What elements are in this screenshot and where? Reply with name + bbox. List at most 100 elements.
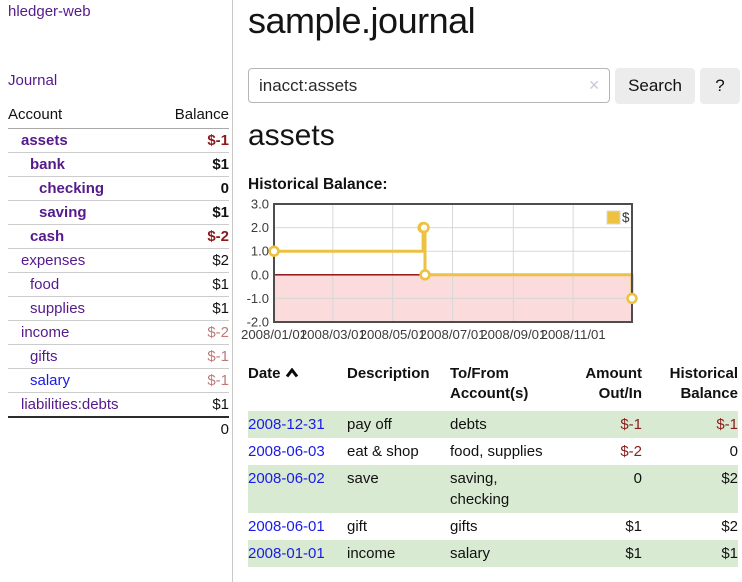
description-cell: eat & shop (347, 443, 419, 460)
svg-text:2.0: 2.0 (251, 220, 269, 235)
account-balance: $-1 (207, 132, 229, 149)
account-row: income $-2 (8, 320, 229, 345)
account-balance: $-1 (158, 368, 229, 393)
col-description: Description (347, 365, 430, 382)
register-table: Date Description To/From Account(s) Amou… (248, 364, 738, 567)
svg-text:2008/09/01: 2008/09/01 (480, 327, 546, 342)
date-link[interactable]: 2008-06-02 (248, 470, 325, 487)
account-row: assets $-1 (8, 129, 229, 153)
clear-search-icon[interactable]: ✕ (588, 77, 600, 93)
amount-cell: $-1 (620, 416, 642, 433)
description-cell: gift (347, 518, 368, 535)
search-box: ✕ (248, 68, 610, 103)
balance-cell: $2 (721, 470, 738, 487)
balance-cell: $2 (721, 518, 738, 535)
account-row: salary $-1 (8, 368, 229, 393)
account-balance: $-1 (158, 344, 229, 369)
svg-text:2008/01/01: 2008/01/01 (241, 327, 307, 342)
account-balance: $2 (158, 248, 229, 273)
svg-text:3.0: 3.0 (251, 198, 269, 212)
date-link[interactable]: 2008-12-31 (248, 416, 325, 433)
app-title-link[interactable]: hledger-web (8, 3, 91, 20)
account-balance: $-2 (158, 224, 229, 249)
account-heading: assets (248, 119, 335, 152)
account-link[interactable]: cash (30, 228, 65, 245)
search-button[interactable]: Search (615, 68, 695, 104)
amount-cell: $1 (625, 518, 642, 535)
accounts-cell: gifts (450, 518, 478, 535)
description-cell: pay off (347, 416, 392, 433)
account-link[interactable]: checking (39, 180, 105, 197)
date-link[interactable]: 2008-01-01 (248, 545, 325, 562)
account-row: supplies $1 (8, 296, 229, 321)
svg-text:1.0: 1.0 (251, 244, 269, 259)
svg-text:2008/11/01: 2008/11/01 (541, 327, 606, 342)
help-button[interactable]: ? (700, 68, 740, 104)
account-row: liabilities:debts $1 (8, 392, 229, 417)
svg-text:0.0: 0.0 (251, 267, 269, 282)
col-balance: Historical Balance (669, 365, 738, 402)
register-row: 2008-06-01 gift gifts $1 $2 (248, 513, 738, 540)
register-row: 2008-01-01 income salary $1 $1 (248, 540, 738, 567)
register-row: 2008-06-03 eat & shop food, supplies $-2… (248, 438, 738, 465)
account-balance: $1 (158, 272, 229, 297)
description-cell: save (347, 470, 379, 487)
register-row: 2008-06-02 save saving, checking 0 $2 (248, 465, 738, 513)
accounts-total-row: 0 (8, 416, 229, 441)
amount-cell: $1 (625, 545, 642, 562)
account-row: checking 0 (8, 176, 229, 201)
accounts-cell: debts (450, 416, 487, 433)
main-panel: sample.journal ✕ Search ? assets Histori… (241, 0, 742, 582)
accounts-header-row: Account Balance (8, 104, 229, 129)
amount-cell: $-2 (620, 443, 642, 460)
accounts-total-value: 0 (158, 416, 229, 441)
svg-text:-1.0: -1.0 (247, 291, 269, 306)
account-link[interactable]: income (21, 324, 70, 341)
accounts-cell: food, supplies (450, 443, 543, 460)
balance-cell: $1 (721, 545, 738, 562)
account-link[interactable]: supplies (30, 300, 86, 317)
account-link[interactable]: assets (21, 132, 68, 149)
account-link[interactable]: saving (39, 204, 87, 221)
account-balance: 0 (158, 176, 229, 201)
sidebar-item-journal[interactable]: Journal (8, 72, 58, 89)
account-balance: $1 (158, 392, 229, 417)
svg-text:2008/07/01: 2008/07/01 (420, 327, 486, 342)
svg-text:$: $ (622, 210, 630, 225)
search-input[interactable] (248, 68, 610, 103)
account-row: bank $1 (8, 152, 229, 177)
account-row: gifts $-1 (8, 344, 229, 369)
sort-asc-icon (285, 368, 298, 378)
amount-cell: 0 (633, 470, 642, 487)
account-link[interactable]: food (30, 276, 60, 293)
chart-title: Historical Balance: (248, 176, 388, 193)
col-accounts: To/From Account(s) (450, 365, 529, 402)
account-link[interactable]: expenses (21, 252, 86, 269)
svg-text:2008/03/01: 2008/03/01 (300, 327, 366, 342)
historical-balance-chart: $3.0 2.0 1.0 0.0 -1.0 -2.02008/01/012008/03/0… (241, 198, 638, 342)
account-row: expenses $2 (8, 248, 229, 273)
account-link[interactable]: bank (30, 156, 66, 173)
account-link[interactable]: salary (30, 372, 71, 389)
page-title: sample.journal (248, 0, 476, 41)
account-link[interactable]: gifts (30, 348, 58, 365)
accounts-cell: saving, checking (450, 470, 510, 508)
register-header-row: Date Description To/From Account(s) Amou… (248, 364, 738, 411)
date-link[interactable]: 2008-06-03 (248, 443, 325, 460)
sidebar: hledger-web Journal Account Balance asse… (0, 0, 233, 582)
balance-cell: 0 (729, 443, 738, 460)
accounts-col-account: Account (8, 104, 158, 129)
account-balance: $1 (158, 152, 229, 177)
account-row: saving $1 (8, 200, 229, 225)
svg-text:-2.0: -2.0 (247, 315, 269, 330)
col-date[interactable]: Date (248, 364, 347, 411)
account-link[interactable]: liabilities:debts (21, 396, 119, 413)
accounts-table: Account Balance assets $-1 bank $1 check… (8, 104, 229, 441)
date-link[interactable]: 2008-06-01 (248, 518, 325, 535)
account-balance: $-2 (158, 320, 229, 345)
account-row: cash $-2 (8, 224, 229, 249)
balance-cell: $-1 (716, 416, 738, 433)
accounts-col-balance: Balance (158, 104, 229, 129)
account-balance: $1 (158, 296, 229, 321)
